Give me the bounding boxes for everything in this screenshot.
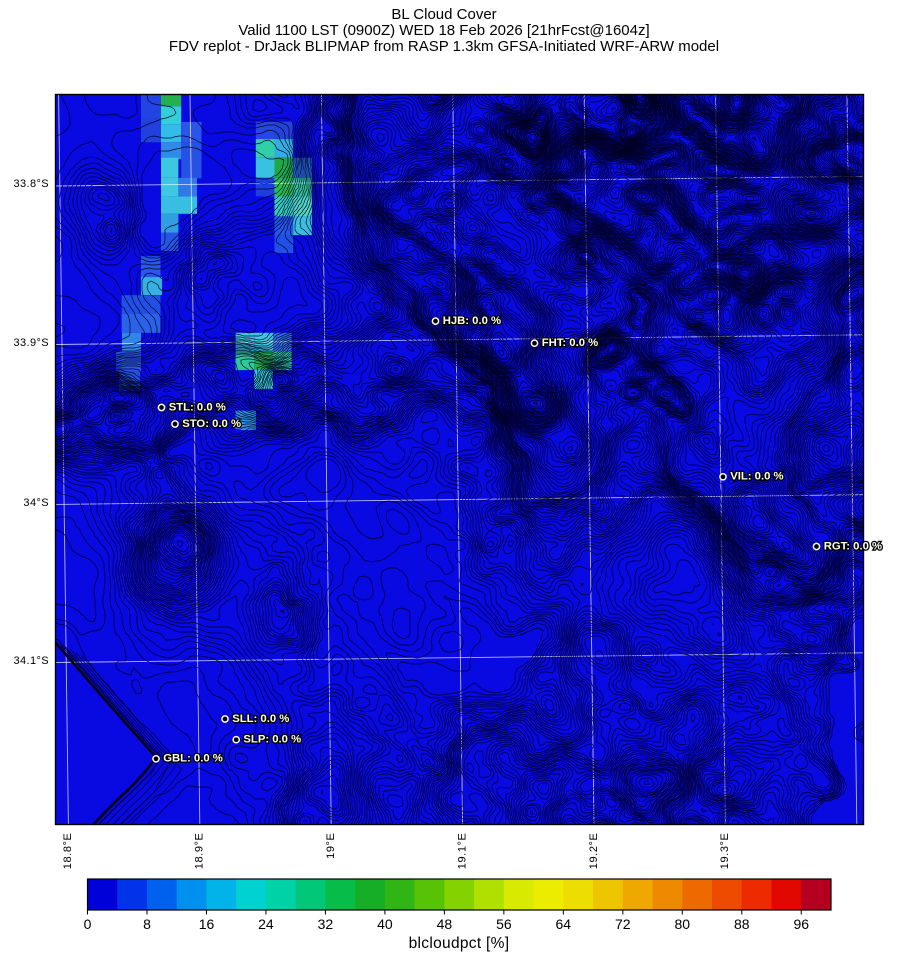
svg-text:FHT: 0.0 %: FHT: 0.0 %: [542, 337, 599, 349]
svg-text:18.9°E: 18.9°E: [194, 833, 206, 870]
svg-text:SLP: 0.0 %: SLP: 0.0 %: [243, 734, 301, 746]
svg-text:19.3°E: 19.3°E: [719, 833, 731, 870]
svg-text:SLL: 0.0 %: SLL: 0.0 %: [232, 713, 289, 725]
svg-text:VIL: 0.0 %: VIL: 0.0 %: [730, 471, 783, 483]
svg-text:RGT: 0.0 %: RGT: 0.0 %: [824, 540, 882, 552]
svg-text:19.2°E: 19.2°E: [588, 833, 600, 870]
svg-text:18.8°E: 18.8°E: [62, 833, 74, 870]
svg-text:STO: 0.0 %: STO: 0.0 %: [182, 418, 241, 430]
svg-text:STL: 0.0 %: STL: 0.0 %: [169, 401, 226, 413]
svg-text:GBL: 0.0 %: GBL: 0.0 %: [163, 753, 223, 765]
svg-text:HJB: 0.0 %: HJB: 0.0 %: [443, 315, 501, 327]
svg-text:19.1°E: 19.1°E: [456, 833, 468, 870]
svg-text:19°E: 19°E: [325, 833, 337, 859]
